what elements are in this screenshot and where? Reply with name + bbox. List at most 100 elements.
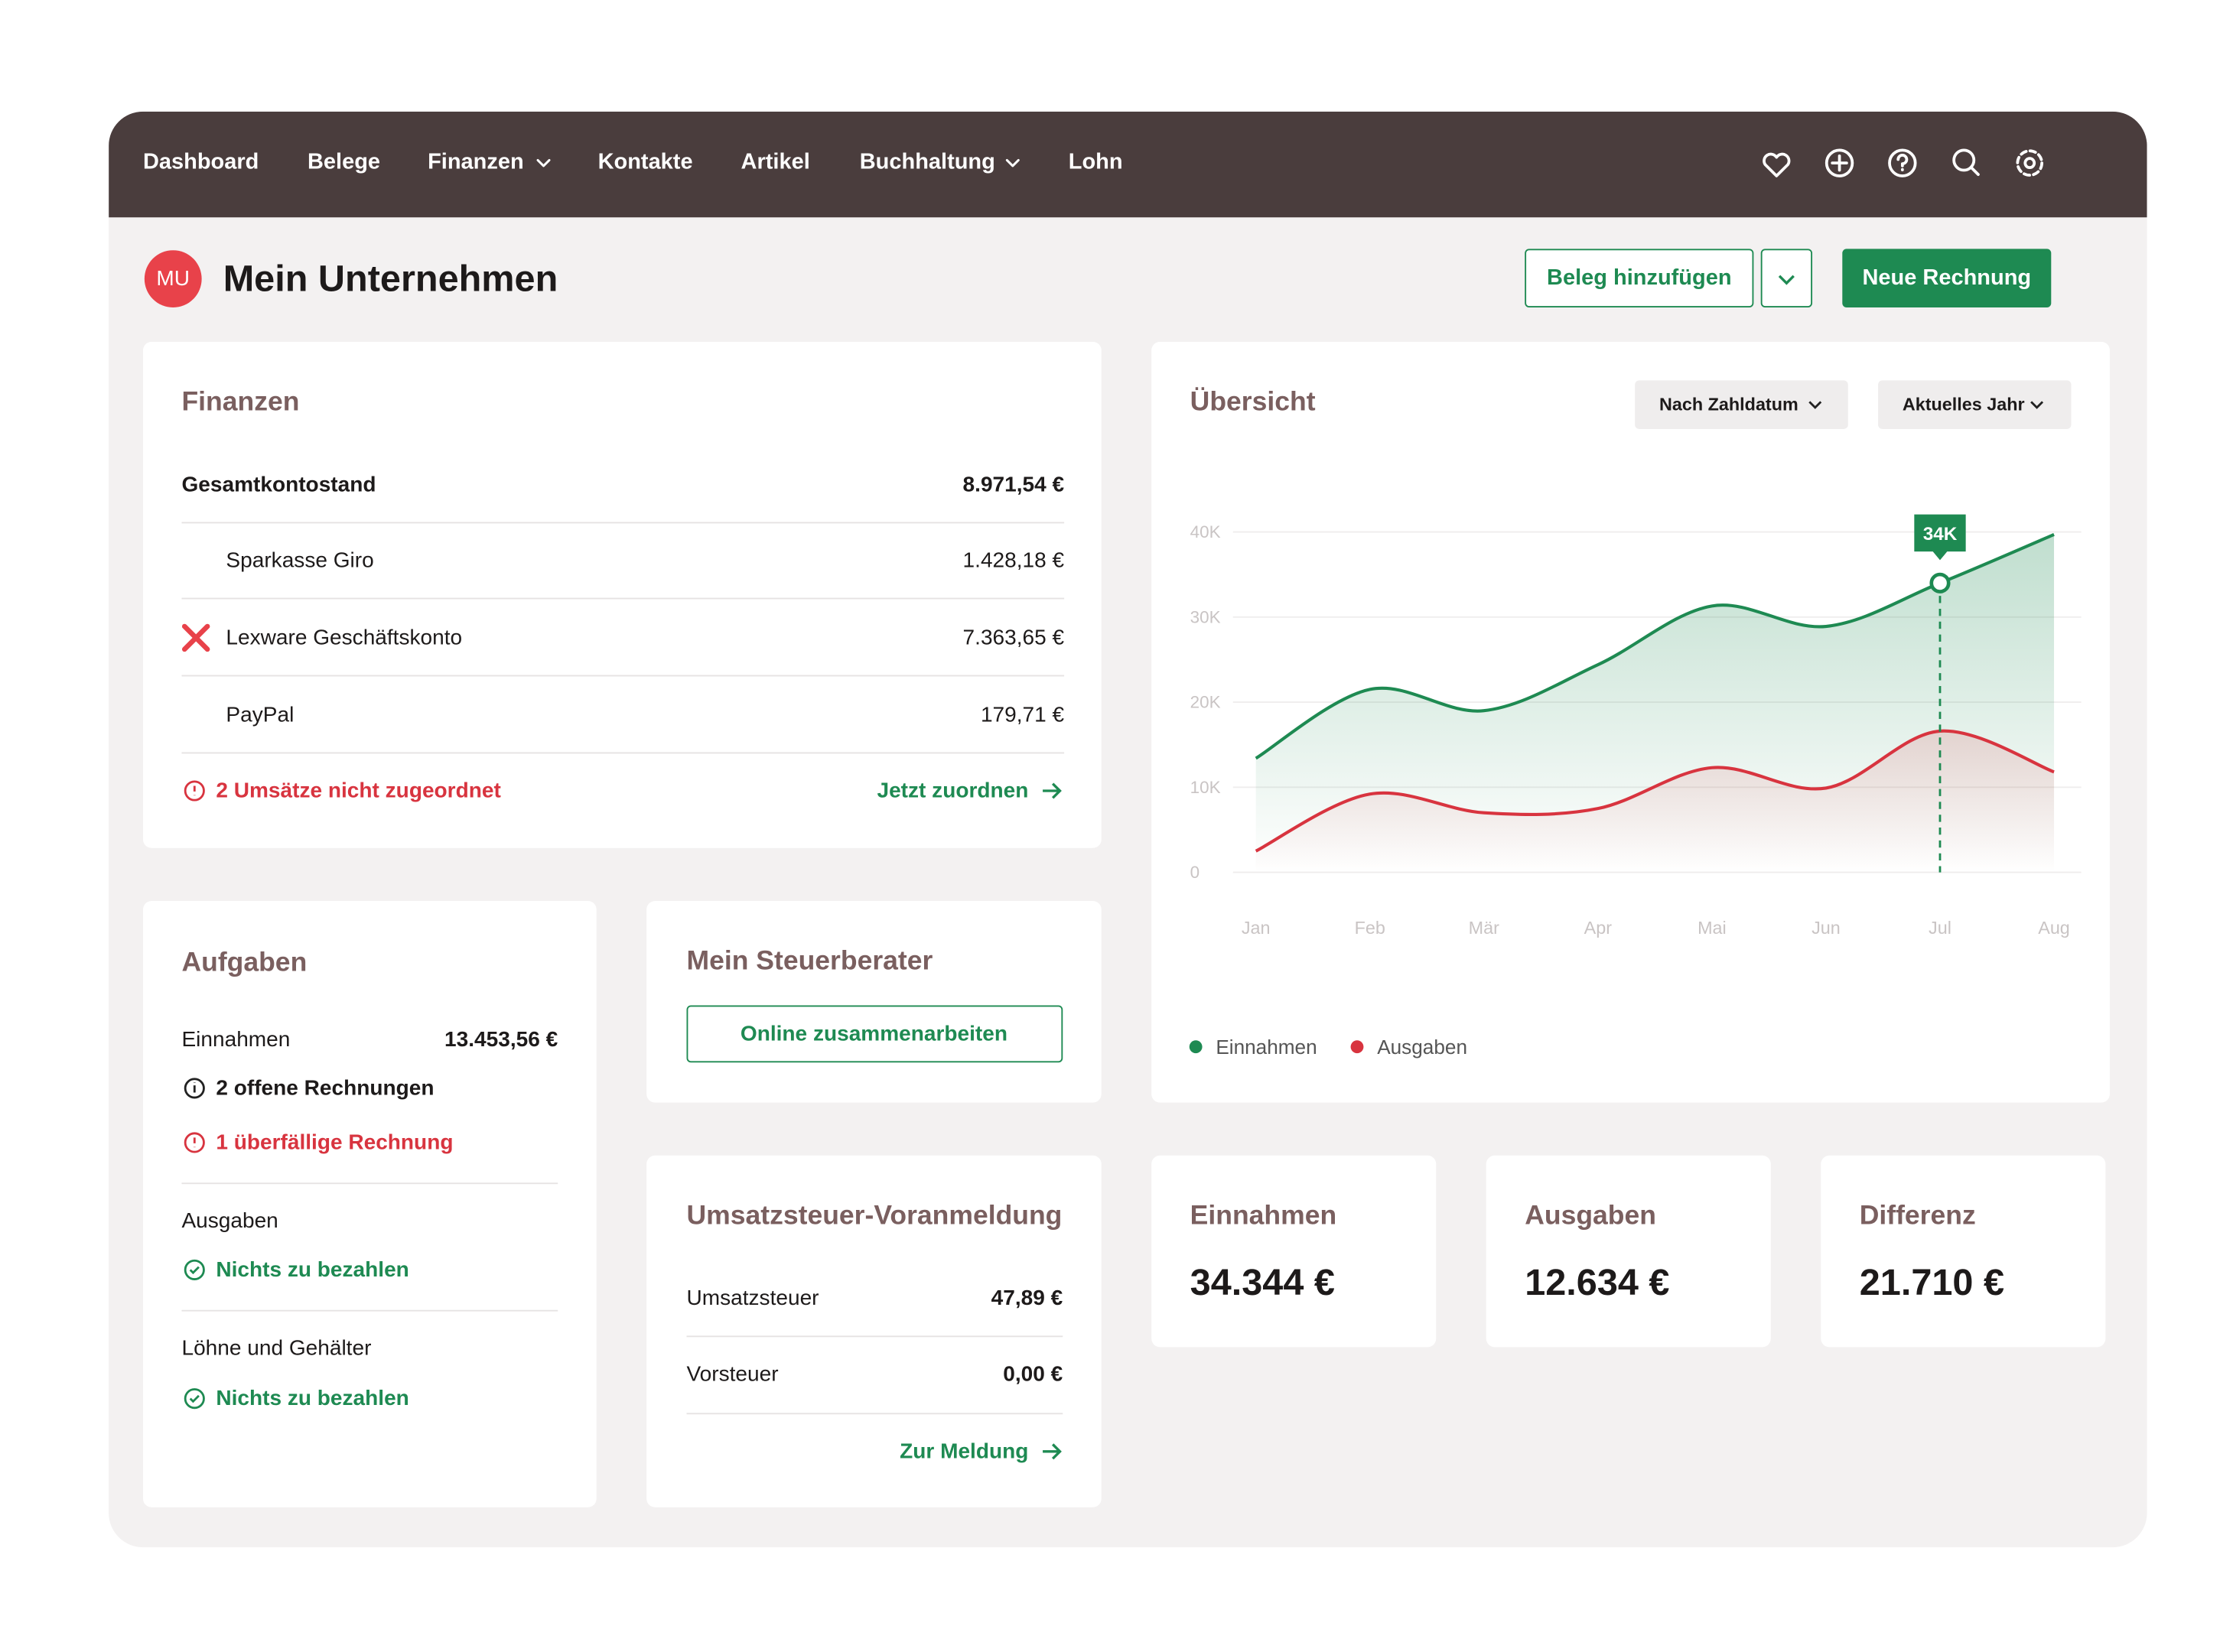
row-label: Ausgaben [181, 1208, 278, 1234]
x-tick-label: Feb [1355, 918, 1385, 938]
y-tick-label: 10K [1190, 778, 1221, 797]
button-label: Online zusammenarbeiten [740, 1021, 1008, 1046]
vat-card [646, 1155, 1102, 1507]
company-title: Mein Unternehmen [223, 256, 558, 300]
row-amount: 179,71 € [980, 703, 1065, 727]
button-label: Neue Rechnung [1862, 265, 2032, 291]
tasks-card [142, 900, 597, 1507]
help-icon[interactable] [1888, 148, 1917, 177]
card-title: Mein Steuerberater [686, 946, 933, 977]
legend-label: Einnahmen [1216, 1036, 1317, 1059]
chevron [1808, 401, 2044, 409]
kpi-label: Differenz [1859, 1201, 1976, 1231]
advisor-card [646, 900, 1102, 1103]
kpi-value: 34.344 € [1190, 1260, 1335, 1304]
lexware-logo [181, 623, 210, 652]
status-text: Nichts zu bezahlen [216, 1386, 409, 1411]
legend-label: Ausgaben [1377, 1036, 1467, 1059]
tooltip [1914, 514, 1966, 561]
row-amount: 8.971,54 € [962, 472, 1065, 497]
separator [181, 675, 1065, 677]
nav-item[interactable]: Artikel [741, 150, 810, 175]
row-amount: 0,00 € [1003, 1361, 1063, 1387]
status-text: 2 offene Rechnungen [216, 1076, 435, 1101]
x-tick-label: Jun [1811, 918, 1841, 938]
favorite-icon[interactable] [1763, 152, 1791, 177]
nav-item[interactable]: Lohn [1068, 150, 1123, 175]
x-tick-label: Apr [1584, 918, 1613, 938]
line [1255, 729, 2055, 853]
legend-dot [1189, 1040, 1203, 1054]
separator [181, 522, 1065, 524]
collaborate-button[interactable] [686, 1005, 1063, 1063]
chevron [1778, 275, 1795, 285]
row-label: PayPal [226, 703, 295, 727]
row-label: Löhne und Gehälter [181, 1336, 372, 1361]
tooltip-label: 34K [1923, 524, 1958, 545]
nav-item[interactable]: Belege [308, 150, 381, 175]
separator [181, 597, 1065, 600]
nav-item[interactable]: Buchhaltung [859, 150, 995, 175]
avatar-initials: MU [156, 266, 190, 291]
filter-label: Nach Zahldatum [1658, 395, 1798, 415]
card-title: Umsatzsteuer-Voranmeldung [686, 1201, 1063, 1231]
filter-label: Aktuelles Jahr [1902, 395, 2025, 415]
separator [686, 1335, 1063, 1338]
x-tick-label: Aug [2038, 918, 2070, 938]
row-label: Vorsteuer [686, 1361, 779, 1387]
separator [686, 1413, 1063, 1415]
new-invoice-button[interactable] [1842, 249, 2052, 308]
avatar [144, 250, 202, 308]
warning-text: 1 überfällige Rechnung [216, 1130, 454, 1155]
row-label: Umsatzsteuer [686, 1286, 819, 1311]
card-title: Übersicht [1190, 387, 1316, 418]
x-tick-label: Jul [1929, 918, 1951, 938]
dropdown-button[interactable] [1760, 249, 1813, 308]
x-tick-label: Mai [1698, 918, 1727, 938]
nav-item[interactable]: Dashboard [142, 150, 259, 175]
finances-card [142, 341, 1102, 848]
nav-item[interactable]: Kontakte [597, 150, 693, 175]
card-title: Aufgaben [181, 948, 308, 978]
y-tick-label: 30K [1190, 607, 1221, 626]
nav-bar [109, 111, 2147, 218]
action-link[interactable]: Jetzt zuordnen [877, 779, 1029, 803]
kpi-value: 12.634 € [1525, 1260, 1670, 1304]
status-text: Nichts zu bezahlen [216, 1257, 409, 1283]
action-link[interactable]: Zur Meldung [900, 1439, 1029, 1464]
y-tick-label: 20K [1190, 693, 1221, 712]
nav-icons [536, 148, 2044, 177]
row-label: Gesamtkontostand [181, 472, 376, 497]
row-amount: 1.428,18 € [962, 548, 1065, 573]
area [1255, 730, 2055, 873]
row-amount: 47,89 € [991, 1286, 1063, 1311]
x-tick-label: Mär [1469, 918, 1499, 938]
row-label: Lexware Geschäftskonto [226, 626, 463, 650]
warning-text: 2 Umsätze nicht zugeordnet [216, 779, 501, 803]
row-amount: 13.453,56 € [444, 1027, 558, 1052]
kpi-card [1486, 1155, 1771, 1348]
search-icon[interactable] [1952, 148, 1980, 176]
chevron [536, 158, 1020, 167]
legend-dot [1350, 1040, 1364, 1054]
y-tick-label: 40K [1190, 522, 1221, 541]
settings-icon[interactable] [2016, 149, 2044, 177]
kpi-label: Einnahmen [1190, 1201, 1337, 1231]
y-tick-label: 0 [1190, 863, 1200, 882]
status-icons [184, 780, 1062, 1460]
separator [181, 752, 1065, 754]
row-amount: 7.363,65 € [962, 626, 1065, 650]
kpi-value: 21.710 € [1859, 1260, 2004, 1304]
kpi-label: Ausgaben [1525, 1201, 1656, 1231]
marker [1929, 572, 1951, 593]
nav-item[interactable]: Finanzen [428, 150, 524, 175]
card-title: Finanzen [181, 387, 300, 418]
button-label: Beleg hinzufügen [1547, 265, 1732, 291]
add-receipt-button[interactable] [1525, 249, 1754, 308]
row-label: Einnahmen [181, 1027, 291, 1052]
add-icon[interactable] [1825, 148, 1854, 177]
